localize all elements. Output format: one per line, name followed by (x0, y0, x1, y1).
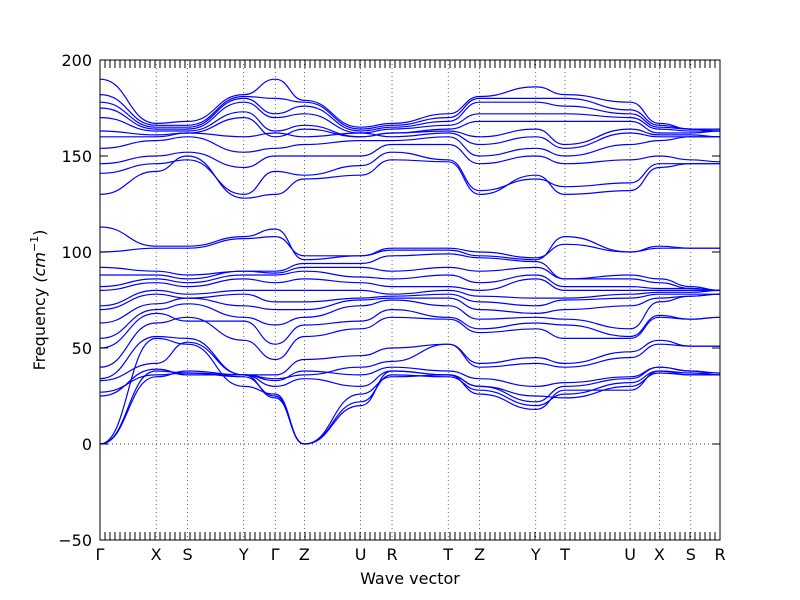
band-line (99, 78, 720, 130)
band-line (99, 316, 721, 368)
band-line (99, 293, 721, 339)
band-line (99, 293, 720, 311)
y-tick-label: 200 (61, 51, 92, 70)
x-tick-label: U (355, 545, 367, 564)
x-minor-ticks (99, 60, 721, 540)
band-line (99, 289, 721, 307)
band-line (99, 94, 720, 130)
band-line (99, 101, 720, 134)
x-tick-label: Γ (271, 545, 280, 564)
x-tick-label: X (151, 545, 162, 564)
x-tick-label: R (714, 545, 725, 564)
band-line (99, 253, 721, 291)
band-line (99, 308, 721, 349)
band-line (100, 132, 721, 149)
y-tick-label: 100 (61, 243, 92, 262)
x-tick-label: Z (299, 545, 310, 564)
y-axis-ticks: −50 0 50 100 150 200 (58, 51, 720, 550)
x-tick-label: S (686, 545, 696, 564)
y-axis-label: Frequency (cm−1) (28, 230, 49, 371)
band-line (99, 337, 721, 445)
band-line (99, 366, 721, 403)
band-line (99, 278, 720, 292)
band-line (99, 370, 720, 445)
x-tick-label: U (624, 545, 636, 564)
x-axis-label: Wave vector (360, 569, 460, 588)
band-line (99, 335, 720, 380)
y-axis-label-unit: (cm (30, 252, 49, 283)
band-lines (99, 78, 721, 445)
y-axis-label-text: Frequency (30, 288, 49, 371)
band-line (99, 341, 720, 382)
x-tick-label: T (559, 545, 570, 564)
y-axis-label-unit-exp: −1 (28, 236, 41, 252)
band-line (99, 143, 721, 169)
band-line (99, 155, 720, 199)
x-tick-label: Y (238, 545, 249, 564)
x-tick-label: T (442, 545, 453, 564)
x-tick-label: Z (474, 545, 485, 564)
x-tick-label: Y (530, 545, 541, 564)
band-line (99, 366, 721, 393)
band-line (99, 151, 720, 196)
x-tick-label: R (386, 545, 397, 564)
x-tick-label: S (183, 545, 193, 564)
band-line (99, 97, 721, 132)
band-line (99, 235, 720, 259)
y-tick-label: 50 (72, 339, 92, 358)
y-axis-label-unit-close: ) (30, 230, 49, 236)
band-line (99, 226, 720, 261)
band-line (99, 111, 721, 138)
y-tick-label: −50 (58, 531, 92, 550)
band-line (99, 136, 721, 157)
y-tick-label: 150 (61, 147, 92, 166)
band-line (99, 270, 721, 291)
x-tick-label: Γ (96, 545, 105, 564)
x-tick-label: X (654, 545, 665, 564)
y-tick-label: 0 (82, 435, 92, 454)
band-line (99, 116, 721, 146)
band-line (99, 266, 721, 291)
band-line (99, 370, 720, 445)
band-line (99, 293, 721, 324)
